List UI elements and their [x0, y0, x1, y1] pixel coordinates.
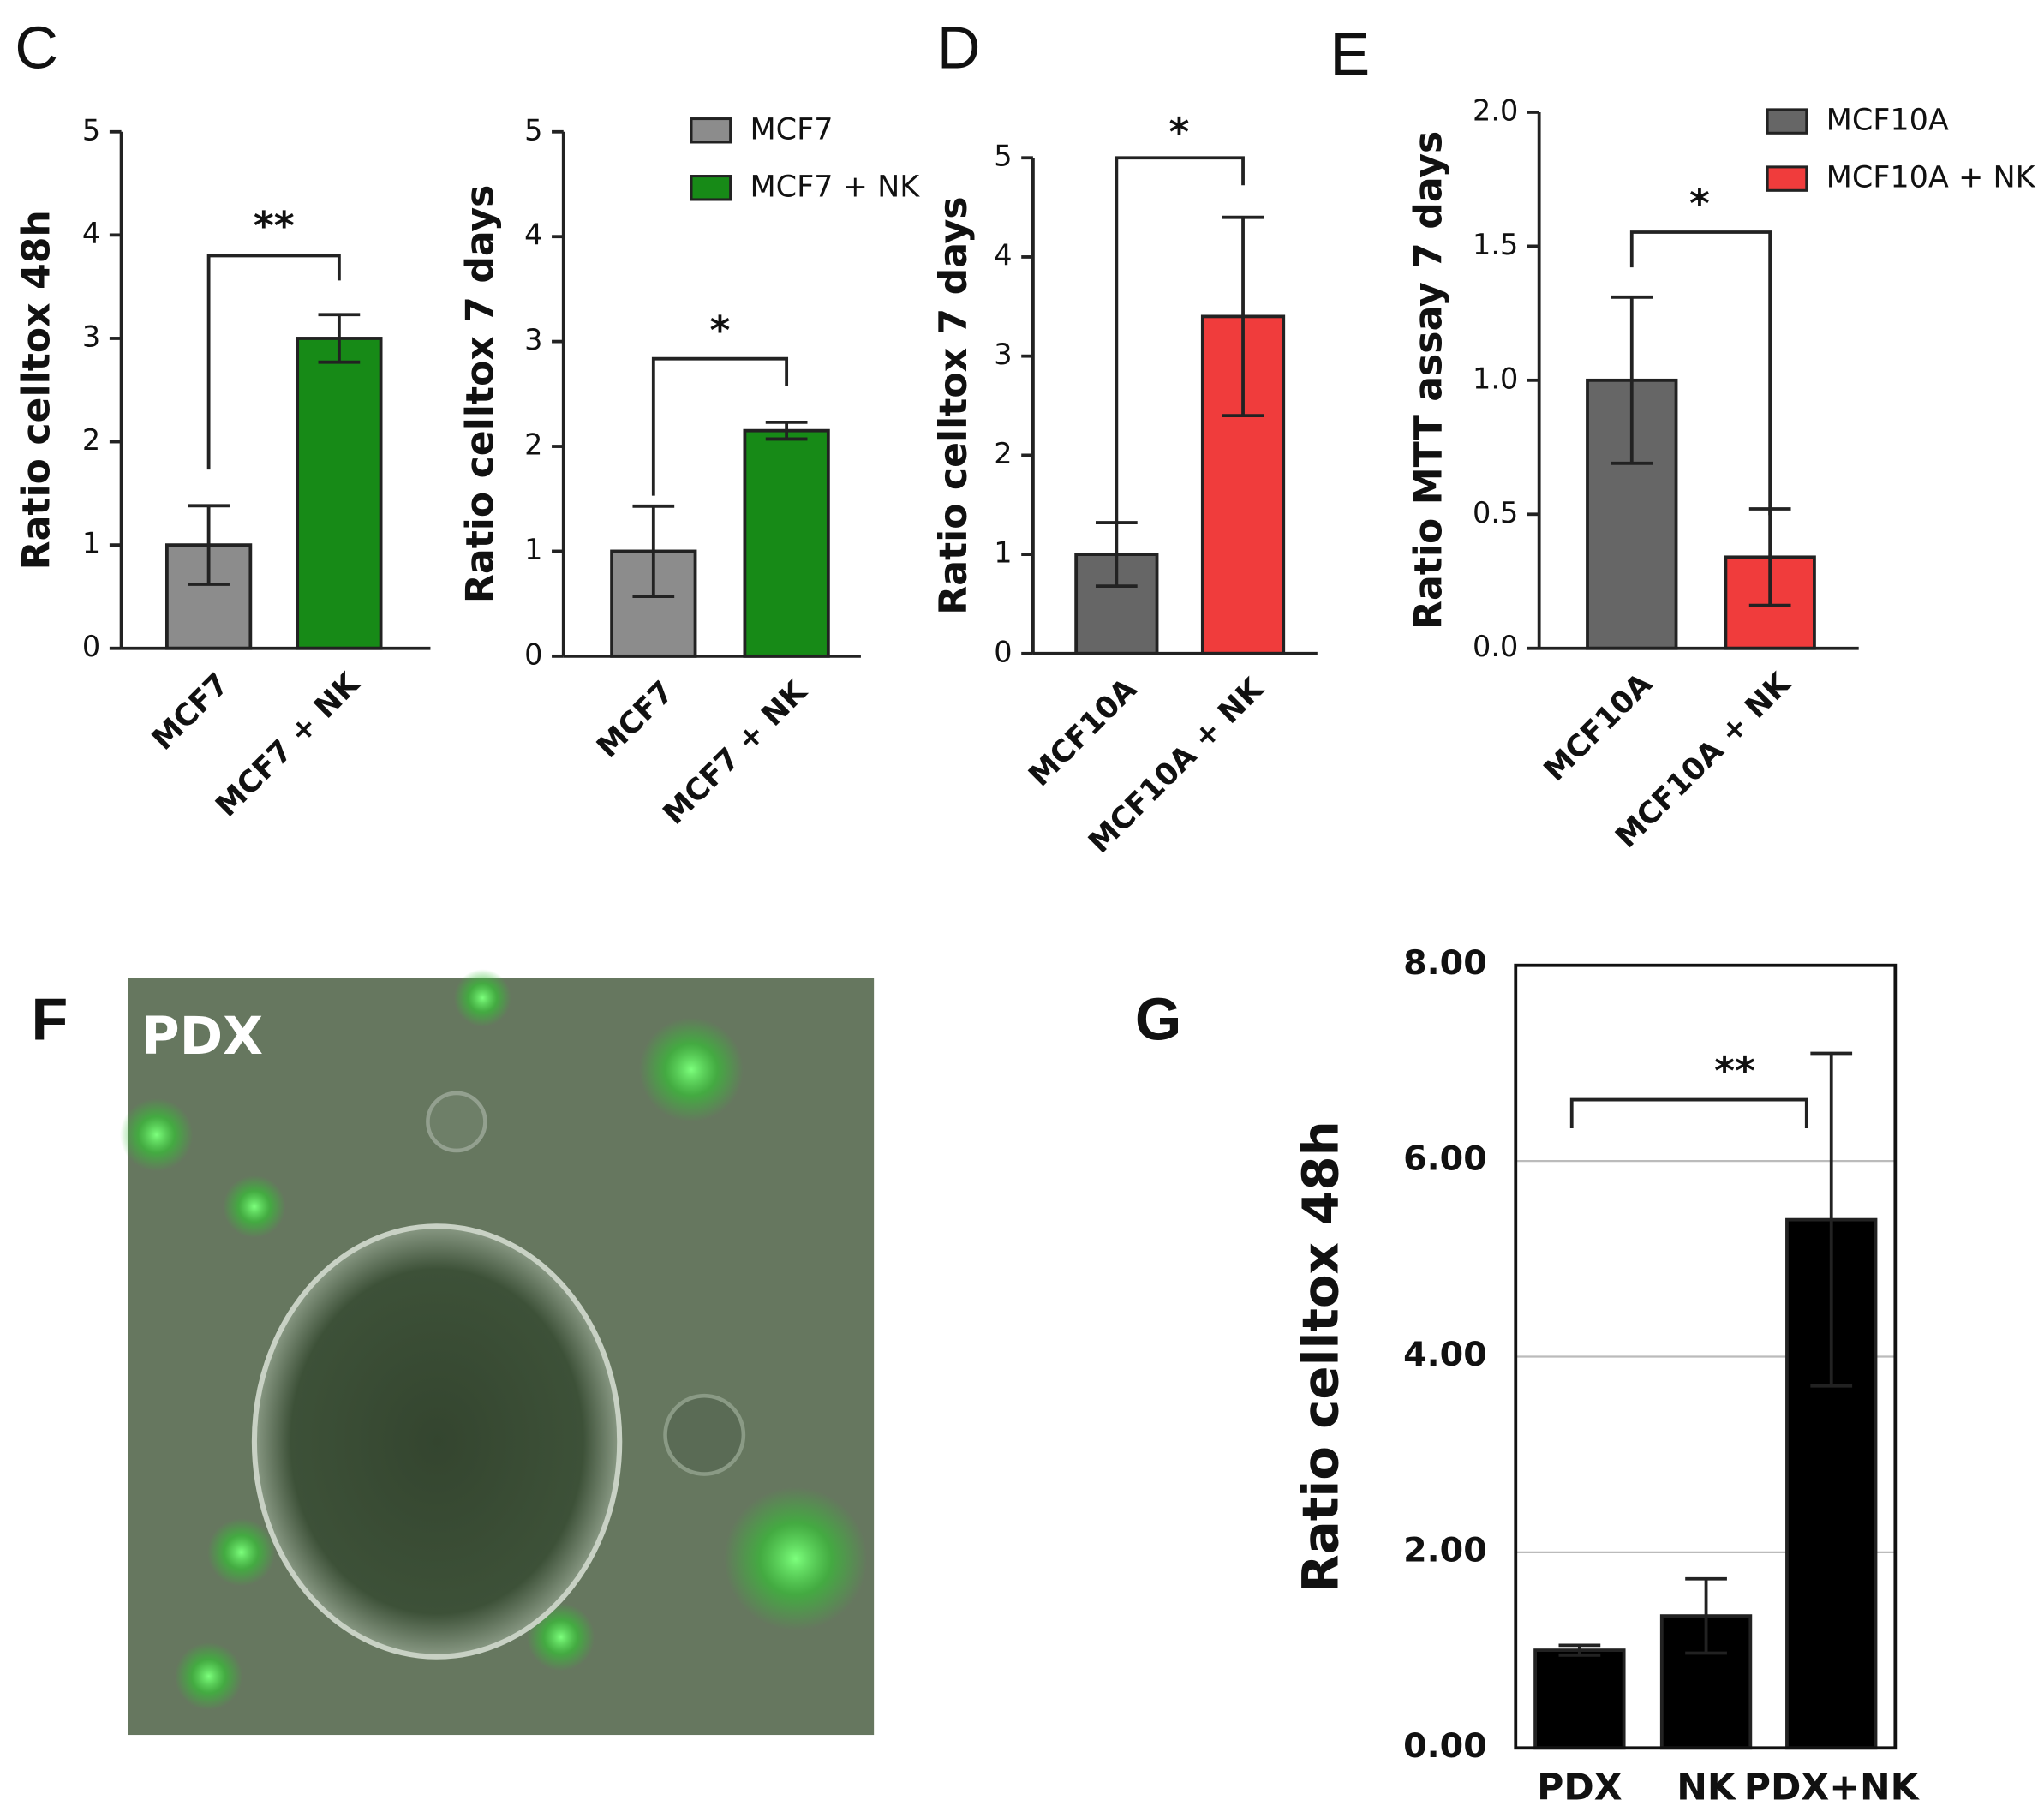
y-tick-label: 4 — [524, 218, 542, 252]
error-bar — [1222, 215, 1264, 418]
y-tick-label: 6.00 — [1403, 1139, 1487, 1179]
y-tick-label: 3 — [524, 323, 542, 356]
significance-label: * — [1168, 109, 1189, 154]
legend-label: MCF7 — [750, 112, 833, 147]
legend-swatch — [690, 175, 732, 201]
error-bar — [1095, 521, 1138, 589]
y-tick-label: 0.5 — [1473, 496, 1518, 529]
cell — [639, 1017, 744, 1122]
significance-label: ** — [254, 203, 295, 248]
plot-frame — [1514, 963, 1898, 1750]
error-bar — [632, 504, 675, 598]
y-axis-label: Ratio celltox 48h — [1292, 1121, 1350, 1593]
y-tick-label: 0 — [82, 630, 100, 663]
y-tick-label: 1.5 — [1473, 228, 1518, 261]
y-tick-label: 4 — [82, 217, 100, 250]
significance-bracket — [206, 254, 341, 470]
significance-bracket — [651, 356, 789, 496]
y-tick-label: 0.00 — [1403, 1726, 1487, 1766]
error-bar — [188, 504, 230, 586]
x-tick-label: MCF10A — [1538, 667, 1659, 788]
legend-label: MCF10A — [1826, 104, 1949, 138]
significance-label: * — [710, 308, 731, 353]
y-tick-label: 5 — [524, 113, 542, 147]
panel-label: F — [31, 986, 68, 1053]
significance-bracket — [1629, 230, 1772, 516]
microscopy-image: PDX — [120, 969, 875, 1736]
cell — [663, 1393, 746, 1476]
y-tick-label: 0 — [524, 637, 542, 671]
legend-swatch — [1766, 165, 1808, 192]
cell — [175, 1642, 243, 1711]
cell — [223, 1175, 286, 1238]
y-tick-label: 0 — [994, 635, 1012, 668]
error-bar — [1810, 1051, 1853, 1388]
y-tick-label: 5 — [994, 140, 1012, 173]
cell — [453, 969, 511, 1027]
y-tick-label: 1 — [994, 536, 1012, 570]
legend-swatch — [1766, 108, 1808, 135]
panel-label: C — [15, 14, 58, 81]
panel-label: G — [1135, 986, 1181, 1053]
error-bar — [318, 313, 361, 364]
y-axis-label: Ratio celltox 7 days — [458, 185, 502, 603]
x-tick-label: MCF7 — [590, 675, 680, 765]
cell — [724, 1486, 868, 1631]
legend-label: MCF10A + NK — [1826, 161, 2036, 195]
x-tick-label: MCF7 — [146, 667, 236, 756]
bar — [1533, 1648, 1626, 1750]
y-tick-label: 0.0 — [1473, 630, 1518, 663]
significance-label: ** — [1714, 1049, 1755, 1094]
y-tick-label: 1.0 — [1473, 362, 1518, 395]
error-bar — [765, 420, 808, 441]
y-tick-label: 5 — [82, 113, 100, 147]
y-tick-label: 3 — [994, 338, 1012, 371]
x-tick-label: MCF7 + NK — [657, 673, 815, 831]
legend-label: MCF7 + NK — [750, 170, 920, 204]
y-tick-label: 4 — [994, 238, 1012, 272]
image-label: PDX — [141, 1006, 263, 1067]
panel-label: E — [1330, 21, 1371, 87]
y-tick-label: 2 — [994, 437, 1012, 470]
y-tick-label: 2 — [82, 423, 100, 457]
y-tick-label: 4.00 — [1403, 1335, 1487, 1374]
cell — [426, 1091, 487, 1153]
x-tick-label: NK — [1676, 1767, 1737, 1809]
y-tick-label: 2.0 — [1473, 93, 1518, 127]
y-tick-label: 2.00 — [1403, 1530, 1487, 1570]
x-tick-label: MCF10A — [1022, 673, 1144, 794]
panel-label: D — [937, 14, 981, 81]
x-tick-label: PDX+NK — [1744, 1767, 1921, 1809]
y-axis-label: Ratio celltox 48h — [15, 210, 59, 570]
significance-bracket — [1569, 1097, 1808, 1129]
organoid — [251, 1223, 623, 1660]
y-axis-label: Ratio MTT assay 7 days — [1407, 131, 1450, 630]
cell — [207, 1518, 276, 1587]
y-tick-label: 1 — [82, 527, 100, 560]
error-bar — [1558, 1643, 1601, 1657]
y-tick-label: 3 — [82, 320, 100, 353]
y-axis-label: Ratio celltox 7 days — [932, 196, 976, 614]
significance-bracket — [1115, 156, 1245, 523]
error-bar — [1611, 295, 1653, 465]
bar — [296, 337, 383, 650]
legend-swatch — [690, 117, 732, 144]
cell — [120, 1098, 194, 1172]
bar — [610, 549, 697, 658]
significance-label: * — [1689, 181, 1710, 226]
cell — [527, 1603, 595, 1671]
y-tick-label: 2 — [524, 428, 542, 462]
error-bar — [1685, 1576, 1727, 1655]
y-tick-label: 8.00 — [1403, 943, 1487, 983]
y-tick-label: 1 — [524, 533, 542, 566]
x-tick-label: PDX — [1537, 1767, 1623, 1809]
bar — [743, 428, 830, 658]
